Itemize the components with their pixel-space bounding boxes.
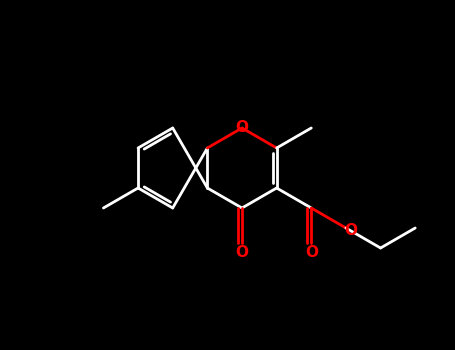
Text: O: O [236, 120, 248, 135]
Text: O: O [305, 245, 318, 260]
Text: O: O [236, 245, 248, 260]
Text: O: O [344, 223, 357, 238]
